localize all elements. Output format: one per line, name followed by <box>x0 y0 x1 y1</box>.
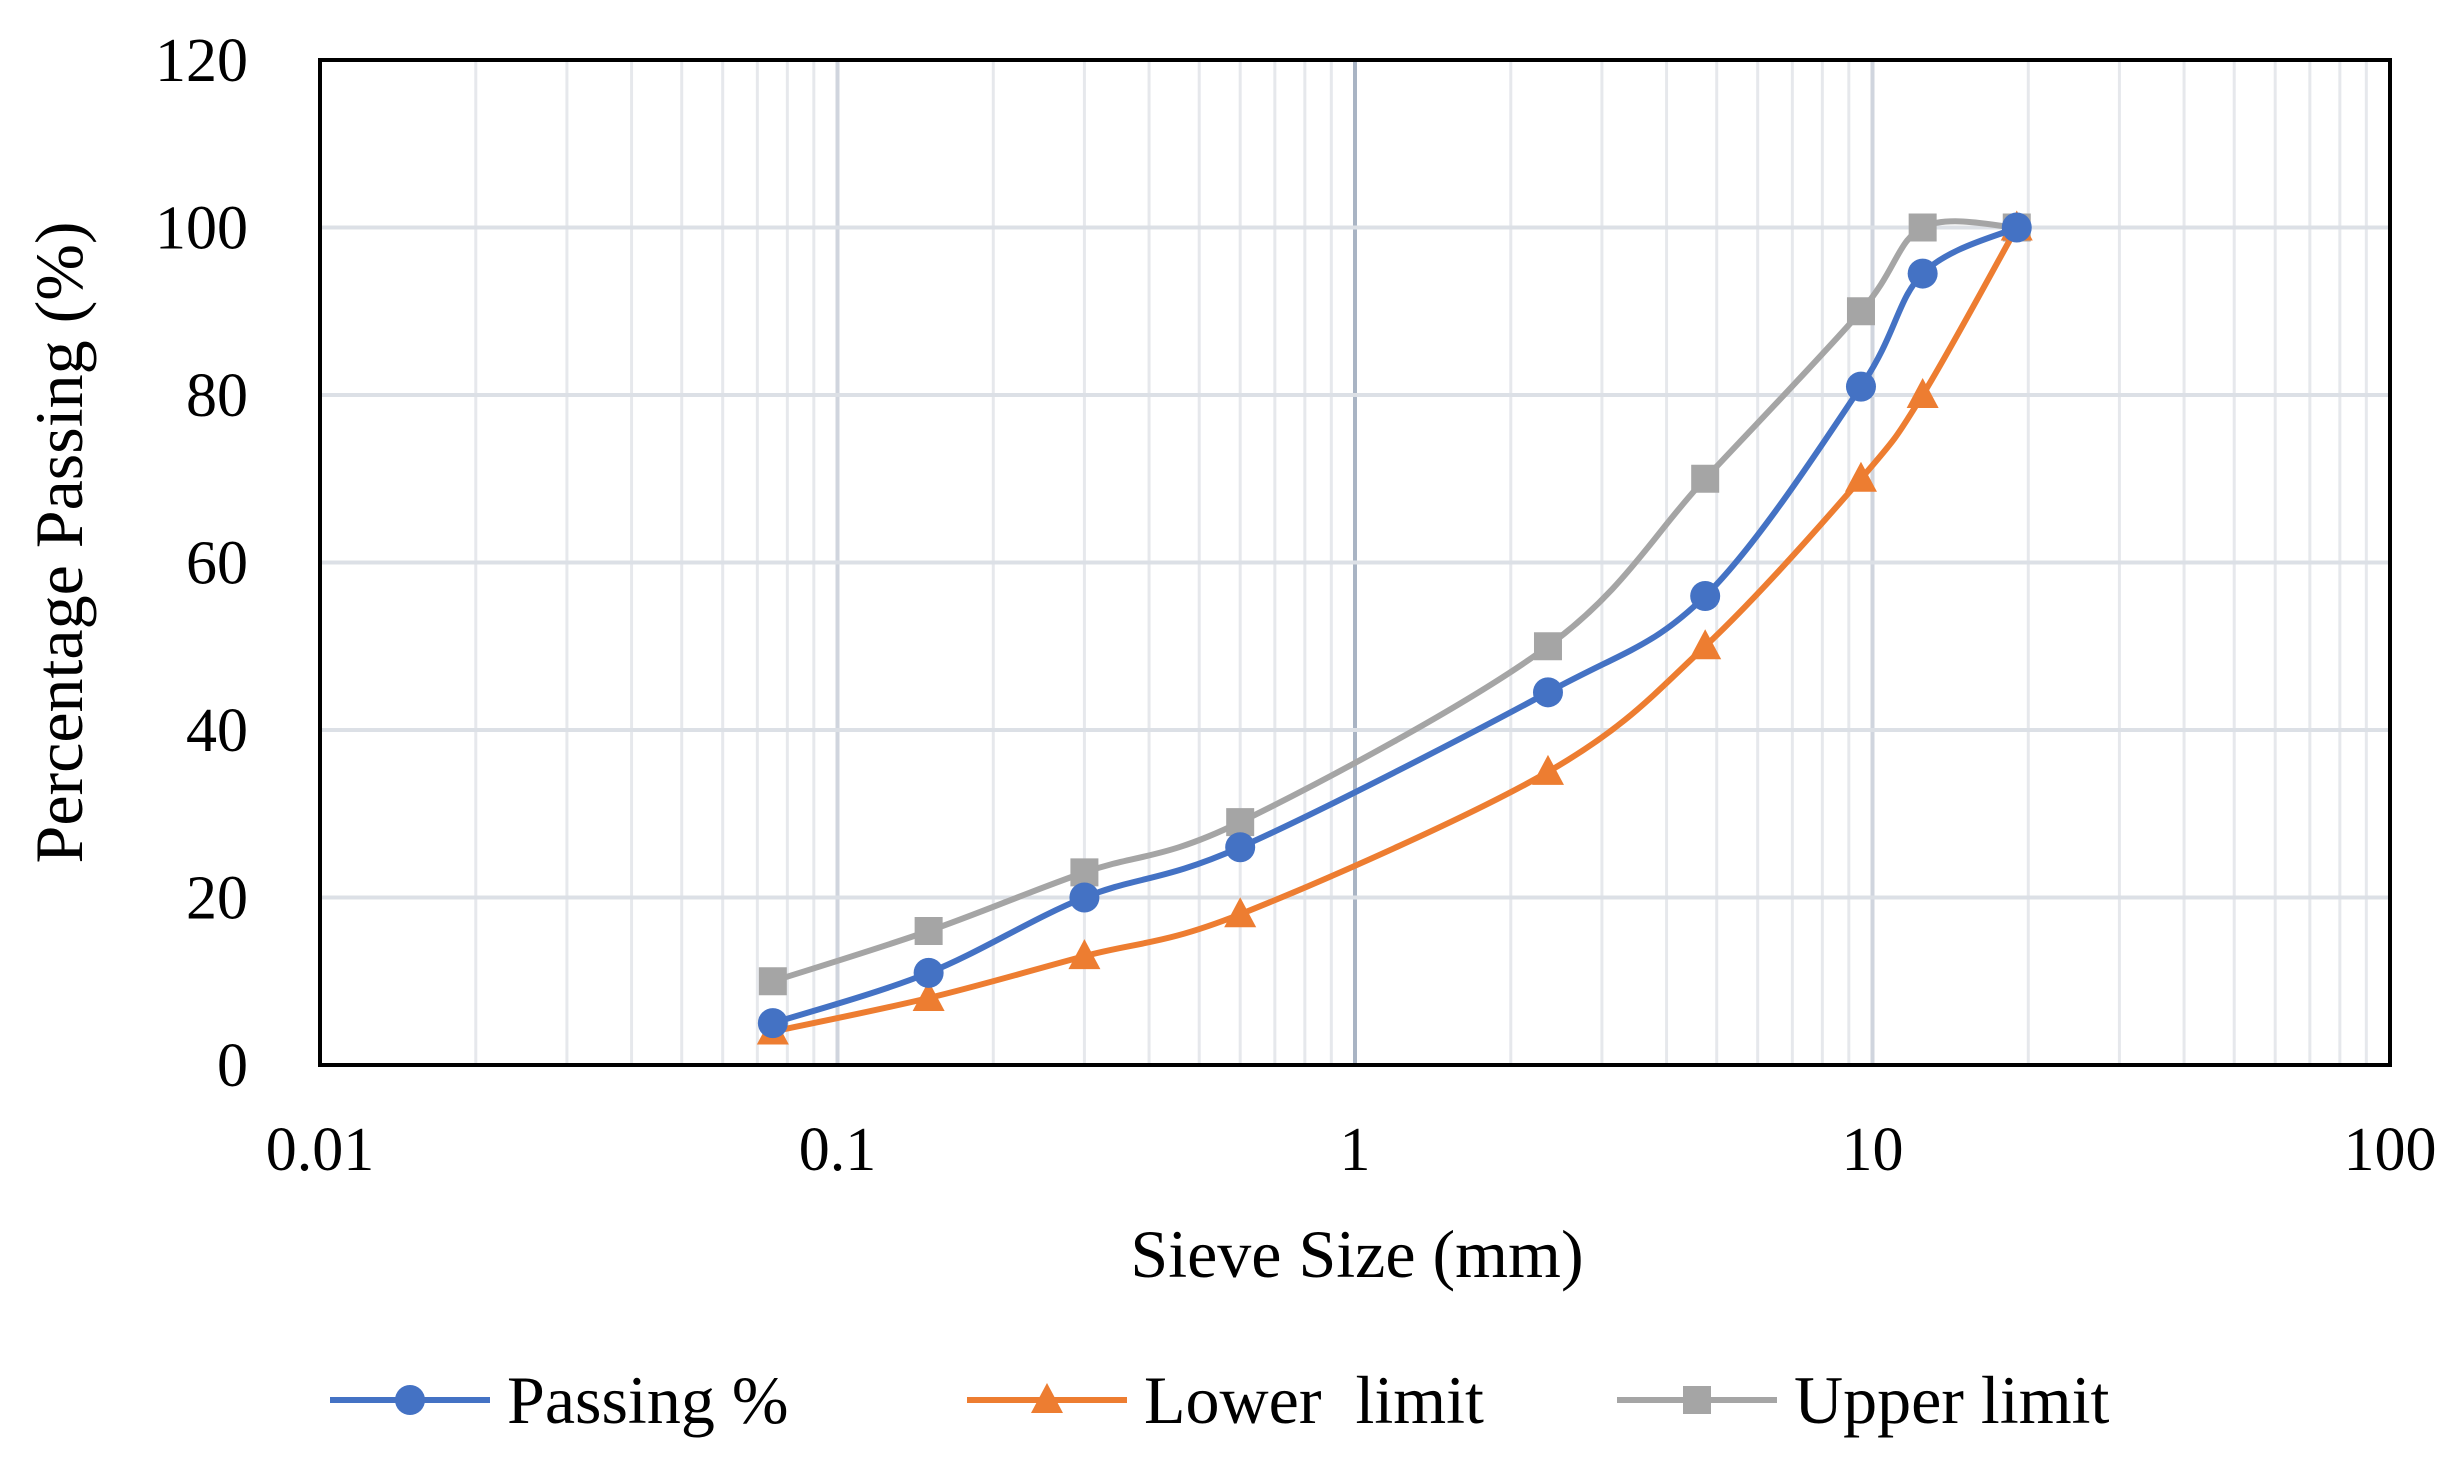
y-axis-title: Percentage Passing (%) <box>21 221 97 863</box>
legend-item: Upper limit <box>1617 1362 2110 1438</box>
data-point <box>1225 832 1256 863</box>
data-point <box>912 981 945 1011</box>
data-point <box>1224 897 1257 928</box>
legend-marker <box>1031 1383 1063 1413</box>
x-tick-label: 100 <box>2344 1116 2437 1184</box>
series-circle <box>757 212 2032 1039</box>
x-tick-label: 0.1 <box>799 1116 877 1184</box>
x-tick-label: 10 <box>1842 1116 1904 1184</box>
data-point <box>913 957 944 988</box>
x-axis-title: Sieve Size (mm) <box>1130 1216 1583 1292</box>
series-layer <box>756 210 2033 1045</box>
data-point <box>1689 629 1722 660</box>
x-tick-label: 1 <box>1340 1116 1371 1184</box>
y-tick-label: 20 <box>186 865 248 933</box>
data-point <box>1070 858 1099 887</box>
series-line <box>769 224 2020 1027</box>
plot-area-frame <box>318 58 2392 1067</box>
data-point <box>2001 212 2032 243</box>
legend-label: Lower limit <box>1144 1362 1484 1438</box>
data-point <box>1226 808 1255 837</box>
data-point <box>914 917 943 945</box>
data-point <box>1533 632 1562 661</box>
data-point <box>1845 371 1876 402</box>
grid-lines <box>318 58 2390 1067</box>
series-square <box>758 213 2031 996</box>
legend-label: Upper limit <box>1794 1362 2110 1438</box>
data-point <box>1908 213 1937 242</box>
legend-marker <box>395 1385 425 1415</box>
data-point <box>1846 297 1875 326</box>
data-point <box>1532 677 1563 708</box>
y-tick-label: 80 <box>186 362 248 430</box>
data-point <box>758 967 787 996</box>
data-point <box>757 1008 788 1039</box>
series-line <box>769 218 2020 985</box>
y-tick-label: 40 <box>186 697 248 765</box>
tick-labels: 0 20 40 60 80 100 120 0.01 0.1 1 10 100 <box>155 27 2437 1184</box>
legend-item: Lower limit <box>967 1362 1484 1438</box>
y-tick-label: 0 <box>217 1032 248 1100</box>
data-point <box>1906 378 1939 408</box>
data-point <box>1691 464 1720 493</box>
data-point <box>1844 461 1877 492</box>
data-point <box>1690 581 1721 611</box>
legend: Passing % Lower limit Upper limit <box>330 1362 2110 1438</box>
data-point <box>1068 939 1101 970</box>
data-point <box>1531 754 1564 785</box>
y-tick-label: 100 <box>155 195 248 263</box>
data-point <box>1907 258 1938 289</box>
legend-item: Passing % <box>330 1362 788 1438</box>
legend-label: Passing % <box>507 1362 788 1438</box>
x-tick-label: 0.01 <box>266 1116 375 1184</box>
y-tick-label: 120 <box>155 27 248 95</box>
data-point <box>1069 882 1100 913</box>
legend-marker <box>1683 1386 1711 1414</box>
y-tick-label: 60 <box>186 530 248 598</box>
